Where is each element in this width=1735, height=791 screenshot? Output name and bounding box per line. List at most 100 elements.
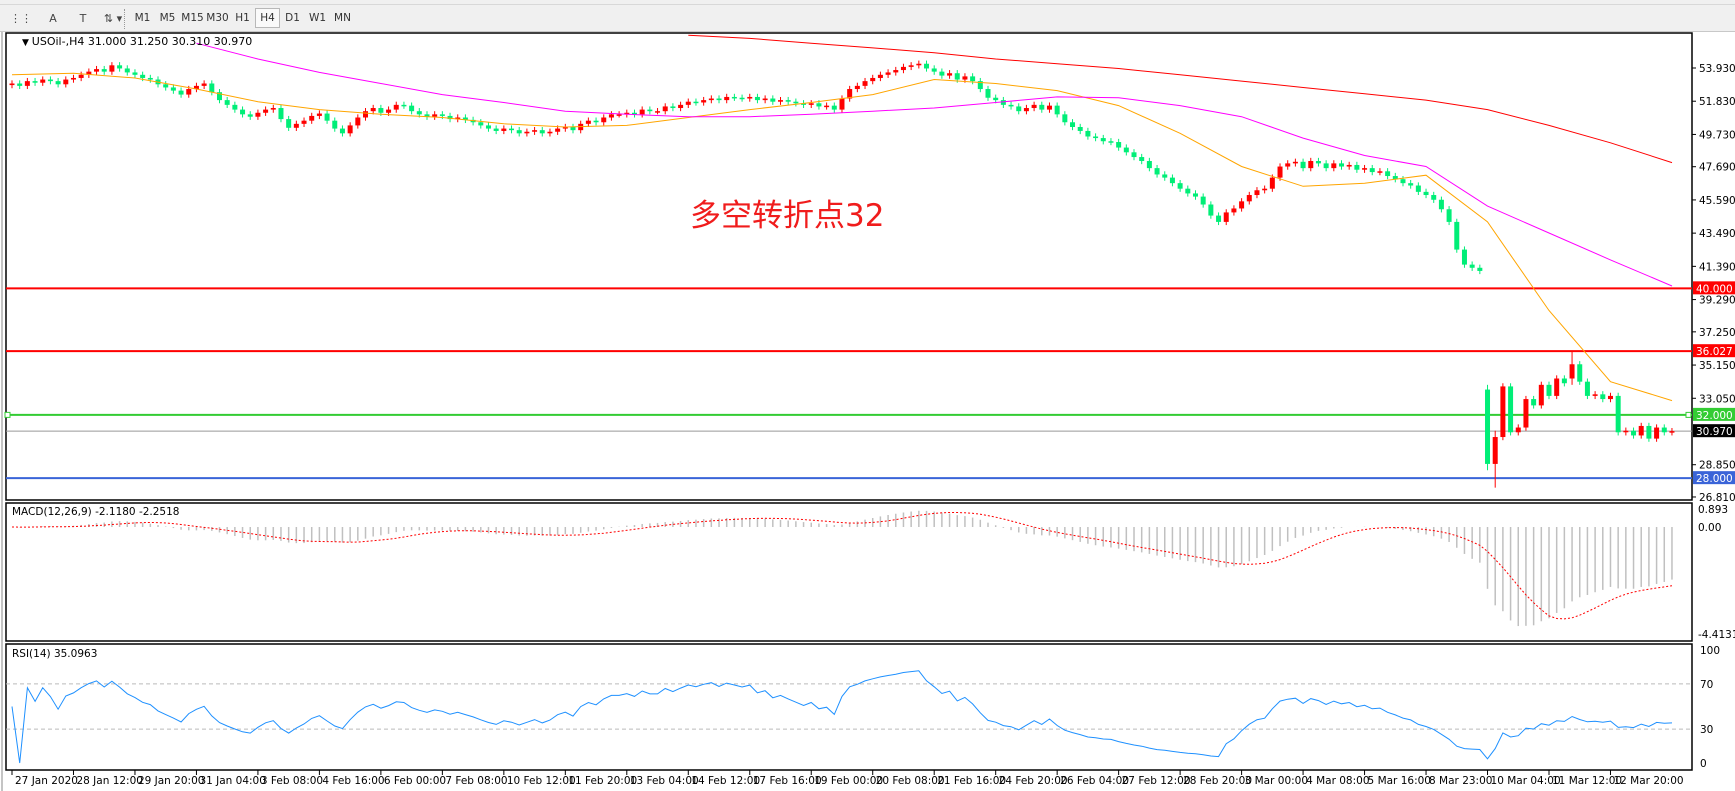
candle <box>824 102 830 110</box>
candle <box>1315 157 1321 167</box>
price-tag-28.000: 28.000 <box>1696 473 1733 485</box>
time-axis-label: 7 Feb 08:00 <box>445 775 507 787</box>
time-axis-label: 11 Mar 12:00 <box>1552 775 1622 787</box>
candle-body <box>724 96 730 101</box>
timeframe-m30-button[interactable]: M30 <box>206 12 229 24</box>
top-toolbar-strip <box>0 0 1735 5</box>
candle-body <box>1200 196 1206 205</box>
chart-canvas[interactable]: 53.930 51.830 49.730 47.690 45.590 43.490 41.3… <box>0 32 1735 791</box>
candle <box>1131 149 1137 161</box>
candle <box>462 114 468 124</box>
time-axis-label: 8 Mar 23:00 <box>1429 775 1492 787</box>
candle-body <box>1054 105 1060 115</box>
candle <box>1116 138 1122 151</box>
candle <box>647 106 653 115</box>
candle-body <box>639 109 645 115</box>
candle-body <box>363 111 369 118</box>
candle-body <box>924 63 930 69</box>
candle-body <box>939 71 945 76</box>
candle <box>124 65 130 76</box>
candle-body <box>224 100 230 105</box>
grid-icon[interactable]: ⋮⋮ <box>10 11 32 25</box>
chart-toolbar: ⋮⋮ A T ⇅ ▾ M1 M5 M15 M30 H1 H4 D1 W1 MN <box>0 5 1735 32</box>
candle <box>708 95 714 104</box>
candle-body <box>708 98 714 101</box>
rsi-axis-label: 100 <box>1700 645 1720 657</box>
toolbar-grip[interactable] <box>124 9 127 29</box>
timeframe-d1-button[interactable]: D1 <box>285 12 300 24</box>
price-tag-bg <box>1693 344 1735 358</box>
candle <box>1469 261 1475 271</box>
rsi-axis-label: 0 <box>1700 758 1707 770</box>
candle-body <box>1554 378 1560 396</box>
candle <box>1577 361 1583 385</box>
candle <box>1108 138 1114 146</box>
candle <box>40 76 46 86</box>
candle <box>570 123 576 134</box>
candle <box>854 82 860 93</box>
dropdown-triangle-icon[interactable]: ▼ <box>22 38 32 48</box>
candle <box>716 95 722 104</box>
text-label-icon[interactable]: T <box>79 11 87 25</box>
candle-body <box>147 77 153 80</box>
candle-body <box>1285 163 1291 167</box>
candle <box>47 76 53 85</box>
candle <box>478 119 484 129</box>
candle-body <box>439 114 445 116</box>
timeframe-w1-button[interactable]: W1 <box>308 12 327 24</box>
candle-body <box>124 68 130 73</box>
candle <box>631 109 637 118</box>
candle <box>1500 383 1506 441</box>
candle-body <box>1315 161 1321 164</box>
chart-title: ▼ USOil-,H4 31.000 31.250 30.310 30.970 <box>22 35 252 48</box>
candle-body <box>1569 364 1575 379</box>
candle <box>1531 395 1537 409</box>
candle-body <box>255 112 261 117</box>
text-icon[interactable]: A <box>49 11 57 25</box>
candle-body <box>1346 164 1352 167</box>
timeframe-h1-button[interactable]: H1 <box>235 12 250 24</box>
candle-body <box>1216 215 1222 222</box>
candle <box>1584 378 1590 400</box>
price-tag-bg <box>1693 424 1735 438</box>
line-handle <box>4 411 11 418</box>
timeframe-m5-button[interactable]: M5 <box>159 12 176 24</box>
candle <box>9 80 15 89</box>
candle <box>1454 218 1460 253</box>
price-tag-bg <box>1693 281 1735 295</box>
candle-body <box>1561 378 1567 384</box>
candle-body <box>1100 138 1106 142</box>
timeframe-mn-button[interactable]: MN <box>334 12 351 24</box>
candle <box>747 93 753 102</box>
candle-body <box>1577 364 1583 382</box>
timeframe-m15-button[interactable]: M15 <box>181 12 204 24</box>
candle <box>209 80 215 96</box>
candle-body <box>1477 267 1483 271</box>
candle-body <box>1654 427 1660 439</box>
moving-average-fast <box>11 72 1673 402</box>
candle-body <box>1308 161 1314 169</box>
candle-body <box>1531 399 1537 406</box>
candle-body <box>731 96 737 99</box>
annotation-text: 多空转折点32 <box>690 198 885 234</box>
timeframe-m1-button[interactable]: M1 <box>134 12 151 24</box>
candle-body <box>685 101 691 105</box>
arrows-icon[interactable]: ⇅ ▾ <box>103 11 123 25</box>
candle-body <box>716 98 722 101</box>
candle <box>624 109 630 118</box>
candle <box>101 65 107 75</box>
candle <box>94 65 100 75</box>
candle-body <box>86 71 92 75</box>
candle-body <box>1438 199 1444 210</box>
candle-body <box>1146 161 1152 169</box>
candle-body <box>1077 127 1083 131</box>
candle <box>301 117 307 128</box>
candle-body <box>1354 164 1360 170</box>
candle <box>685 98 691 109</box>
candle-body <box>1400 179 1406 184</box>
candle-body <box>839 98 845 110</box>
time-axis-label: 26 Feb 04:00 <box>1060 775 1129 787</box>
candle <box>1169 174 1175 187</box>
candle <box>409 102 415 115</box>
timeframe-h4-button[interactable]: H4 <box>255 8 280 28</box>
